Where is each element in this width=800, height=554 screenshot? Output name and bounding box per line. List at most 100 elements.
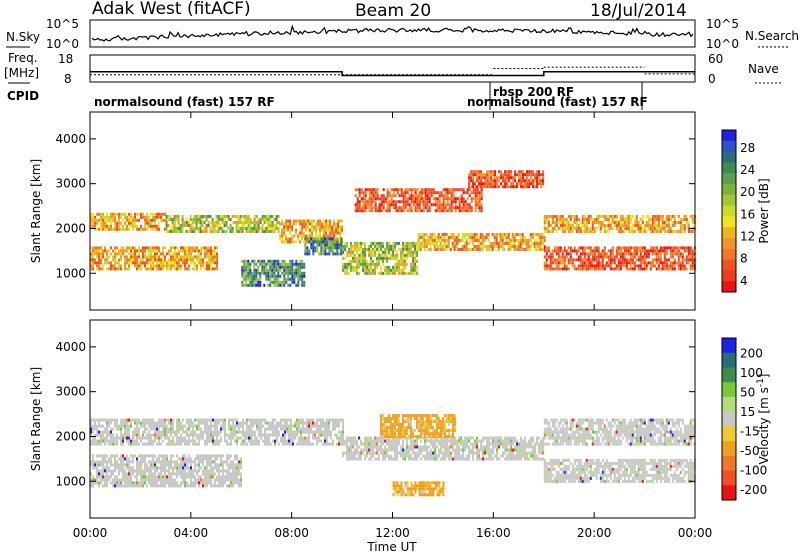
heatmap-cell [270,424,272,428]
heatmap-cell [154,424,156,428]
heatmap-cell [94,463,96,467]
heatmap-cell [146,427,148,431]
heatmap-cell [240,421,242,425]
heatmap-cell [589,218,592,221]
heatmap-cell [348,265,351,269]
heatmap-cell [179,230,182,233]
heatmap-cell [567,224,570,227]
heatmap-cell [368,188,371,192]
heatmap-cell [212,439,214,443]
heatmap-cell [301,237,304,241]
heatmap-cell [320,418,322,422]
heatmap-cell [669,246,672,250]
heatmap-cell [100,469,102,473]
heatmap-cell [368,194,371,198]
heatmap-cell [184,436,186,440]
heatmap-cell [243,259,246,263]
heatmap-cell [158,478,160,482]
heatmap-cell [122,433,124,437]
heatmap-cell [382,250,385,254]
heatmap-cell [408,244,411,248]
heatmap-cell [482,182,485,186]
heatmap-cell [356,188,359,192]
heatmap-cell [542,173,545,177]
heatmap-cell [154,454,156,458]
heatmap-cell [185,224,188,227]
heatmap-cell [607,230,610,233]
heatmap-cell [110,430,112,434]
heatmap-cell [176,454,178,458]
heatmap-cell [414,194,417,198]
heatmap-cell [472,191,475,195]
heatmap-cell [224,430,226,434]
heatmap-cell [426,188,429,192]
heatmap-cell [679,252,682,256]
heatmap-cell [190,258,192,262]
heatmap-cell [152,418,154,422]
heatmap-cell [140,227,142,231]
heatmap-cell [142,469,144,473]
heatmap-cell [537,233,540,236]
heatmap-cell [430,188,433,192]
heatmap-cell [176,418,178,422]
heatmap-cell [210,478,212,482]
heatmap-cell [532,173,535,177]
heatmap-cell [134,484,136,488]
heatmap-cell [261,227,264,230]
heatmap-cell [156,475,158,479]
heatmap-cell [277,268,280,272]
heatmap-cell [465,248,468,251]
heatmap-cell [410,209,413,213]
heatmap-cell [126,218,128,222]
heatmap-cell [532,179,535,183]
heatmap-cell [599,221,602,224]
heatmap-cell [273,224,276,227]
heatmap-cell [246,433,248,437]
heatmap-cell [505,239,508,242]
heatmap-cell [339,231,342,235]
heatmap-cell [186,418,188,422]
heatmap-cell [384,209,387,213]
heatmap-cell [417,248,420,251]
heatmap-cell [104,418,106,422]
heatmap-cell [122,478,124,482]
heatmap-cell [420,197,423,201]
heatmap-cell [142,215,144,219]
heatmap-cell [502,179,505,183]
heatmap-cell [455,239,458,242]
heatmap-cell [370,206,373,210]
heatmap-cell [655,224,658,227]
heatmap-cell [162,261,164,265]
heatmap-cell [108,430,110,434]
heatmap-cell [150,484,152,488]
heatmap-cell [230,484,232,488]
heatmap-cell [380,206,383,210]
heatmap-cell [687,252,690,256]
heatmap-cell [302,436,304,440]
heatmap-cell [404,253,407,257]
heatmap-cell [392,206,395,210]
heatmap-cell [541,242,544,245]
heatmap-cell [457,236,460,239]
heatmap-cell [362,206,365,210]
heatmap-cell [325,234,328,238]
heatmap-cell [464,209,467,213]
heatmap-cell [220,424,222,428]
heatmap-cell [481,248,484,251]
heatmap-cell [423,245,426,248]
heatmap-cell [299,228,302,232]
heatmap-cell [486,170,489,174]
heatmap-cell [130,261,132,265]
heatmap-cell [463,248,466,251]
heatmap-cell [178,267,180,271]
heatmap-cell [587,218,590,221]
heatmap-cell [663,267,666,271]
heatmap-cell [158,267,160,271]
heatmap-cell [195,221,198,224]
heatmap-cell [212,436,214,440]
heatmap-cell [112,218,114,222]
heatmap-cell [130,221,132,225]
heatmap-cell [400,200,403,204]
heatmap-cell [435,236,438,239]
heatmap-cell [370,194,373,198]
